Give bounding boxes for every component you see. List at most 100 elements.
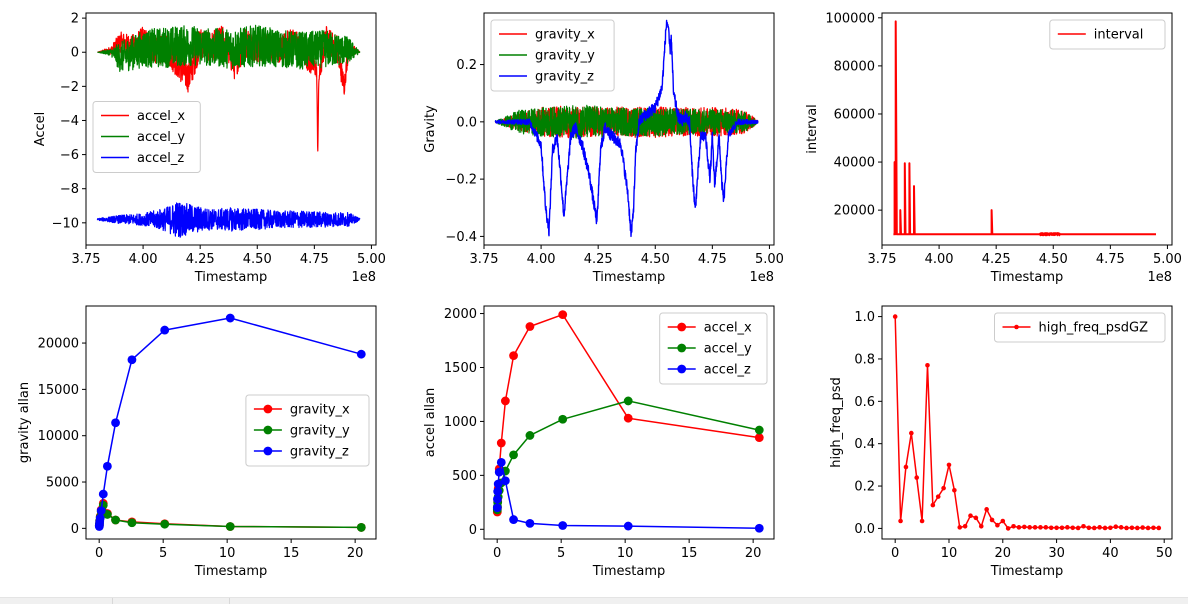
data-point-gravity_y	[356, 523, 366, 532]
data-point-high_freq_psdGZ	[941, 485, 946, 491]
legend: high_freq_psdGZ	[994, 312, 1166, 343]
legend-label-accel_x: accel_x	[137, 109, 185, 124]
x-tick-label: 10	[941, 546, 958, 561]
x-tick-label: 5.00	[357, 252, 386, 267]
x-axis-offset-label: 1e8	[351, 270, 376, 285]
legend-marker-high_freq_psdGZ	[1014, 324, 1019, 330]
y-tick-label: 20000	[38, 337, 79, 352]
data-point-high_freq_psdGZ	[1134, 525, 1140, 531]
y-tick-label: 0.0	[456, 115, 477, 130]
data-point-high_freq_psdGZ	[1022, 524, 1027, 530]
legend-marker-accel_y	[677, 343, 687, 353]
x-tick-label: 0	[891, 546, 899, 561]
data-point-high_freq_psdGZ	[1048, 525, 1054, 531]
data-point-accel_x	[558, 310, 568, 320]
x-tick-label: 5	[159, 546, 167, 561]
legend-label-gravity_y: gravity_y	[290, 424, 350, 439]
data-point-high_freq_psdGZ	[1032, 525, 1038, 530]
x-axis-label: Timestamp	[194, 564, 268, 579]
plot-series-group	[96, 24, 361, 238]
x-tick-label: 15	[283, 546, 300, 561]
data-point-accel_z	[496, 458, 506, 467]
legend-marker-accel_z	[677, 364, 687, 374]
data-point-high_freq_psdGZ	[1000, 518, 1006, 524]
data-point-high_freq_psdGZ	[1016, 525, 1022, 530]
data-point-accel_z	[493, 479, 503, 489]
data-point-accel_z	[623, 521, 633, 531]
x-axis-label: Timestamp	[194, 270, 268, 285]
y-tick-label: 10000	[38, 429, 79, 444]
x-tick-label: 4.25	[186, 252, 215, 267]
legend-marker-gravity_x	[263, 404, 273, 414]
data-point-accel_x	[496, 438, 506, 448]
data-point-accel_z	[525, 518, 535, 528]
plot-frame	[881, 12, 1173, 246]
data-point-high_freq_psdGZ	[957, 525, 963, 530]
data-point-high_freq_psdGZ	[968, 513, 973, 518]
legend: interval	[1049, 19, 1166, 50]
data-point-gravity_z	[225, 313, 235, 323]
data-point-gravity_z	[95, 513, 105, 523]
data-point-high_freq_psdGZ	[973, 515, 979, 521]
data-point-accel_y	[525, 431, 535, 440]
y-tick-label: 5000	[46, 476, 79, 491]
data-point-accel_x	[623, 413, 633, 423]
x-tick-label: 10	[219, 546, 236, 561]
x-tick-label: 4.00	[925, 252, 954, 267]
y-tick-label: 500	[452, 469, 477, 484]
data-point-accel_y	[754, 425, 764, 435]
data-point-high_freq_psdGZ	[898, 518, 903, 524]
data-point-gravity_y	[225, 522, 235, 531]
y-axis-label: Gravity	[423, 105, 438, 153]
data-point-high_freq_psdGZ	[935, 494, 941, 499]
y-tick-label: 60000	[834, 107, 875, 122]
data-point-high_freq_psdGZ	[952, 487, 957, 493]
data-point-gravity_y	[160, 519, 170, 529]
x-tick-label: 4.75	[300, 252, 329, 267]
legend-label-accel_y: accel_y	[137, 130, 185, 145]
data-point-accel_y	[623, 396, 633, 406]
x-tick-label: 4.50	[1039, 252, 1068, 267]
x-tick-label: 20	[347, 546, 364, 561]
x-axis-label: Timestamp	[990, 270, 1064, 285]
x-tick-label: 4.00	[527, 252, 556, 267]
plot-p5: 0 5 10 15 20 0 500 1000 1500 2000 Timestamp accel a…	[423, 305, 775, 579]
data-point-high_freq_psdGZ	[1043, 525, 1049, 530]
data-point-high_freq_psdGZ	[1102, 525, 1108, 531]
legend-label-accel_z: accel_z	[137, 151, 184, 166]
data-point-high_freq_psdGZ	[1054, 525, 1059, 531]
data-point-high_freq_psdGZ	[1129, 525, 1135, 531]
data-point-high_freq_psdGZ	[1011, 523, 1016, 529]
data-point-high_freq_psdGZ	[914, 475, 920, 480]
x-tick-label: 3.75	[72, 252, 101, 267]
legend-frame	[994, 312, 1166, 343]
legend: gravity_x gravity_y gravity_z	[490, 19, 615, 92]
y-tick-label: 1000	[444, 415, 477, 430]
data-point-high_freq_psdGZ	[930, 502, 936, 508]
y-tick-label: −0.2	[445, 173, 477, 188]
x-tick-label: 4.25	[982, 252, 1011, 267]
x-tick-label: 20	[745, 546, 762, 561]
status-bar-separator	[229, 598, 230, 604]
x-axis-label: Timestamp	[592, 564, 666, 579]
data-point-accel_x	[754, 433, 764, 443]
legend-label-accel_z: accel_z	[704, 363, 751, 378]
data-point-high_freq_psdGZ	[1097, 525, 1102, 530]
data-point-gravity_z	[160, 325, 170, 335]
data-point-accel_z	[500, 476, 510, 486]
data-point-high_freq_psdGZ	[1140, 525, 1145, 530]
data-point-high_freq_psdGZ	[903, 464, 909, 470]
data-point-gravity_z	[111, 418, 120, 428]
data-point-high_freq_psdGZ	[984, 507, 989, 512]
plot-series-group	[494, 19, 759, 238]
legend-frame	[659, 312, 768, 385]
data-point-high_freq_psdGZ	[1108, 525, 1113, 531]
legend-label-accel_y: accel_y	[704, 342, 752, 357]
data-point-high_freq_psdGZ	[1091, 525, 1097, 531]
data-point-accel_z	[494, 467, 504, 477]
x-tick-label: 5	[557, 546, 565, 561]
data-point-accel_z	[492, 503, 502, 513]
legend: gravity_x gravity_y gravity_z	[245, 394, 370, 467]
x-tick-label: 5.00	[755, 252, 784, 267]
plot-p3: 3.75 4.00 4.25 4.50 4.75 5.00 20000 40000 60000 8…	[805, 11, 1182, 285]
